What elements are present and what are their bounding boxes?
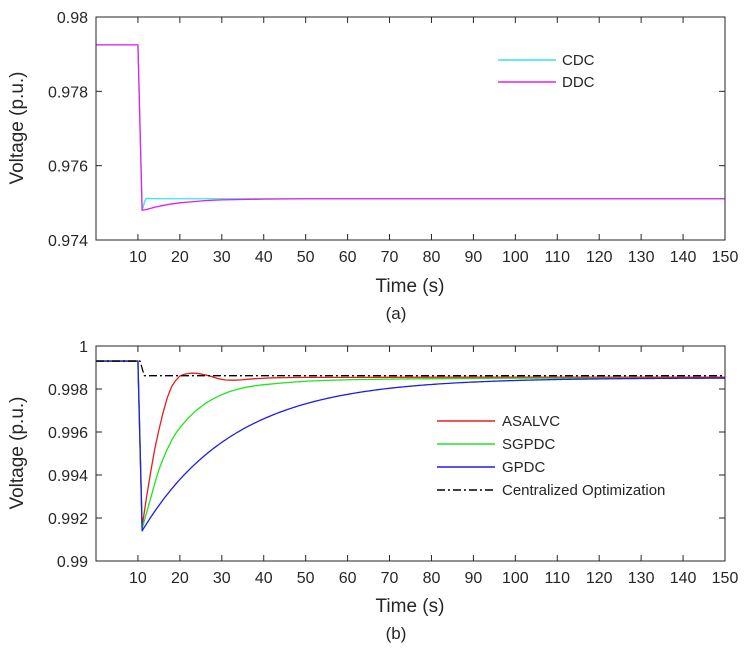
y-tick-label: 0.994 [48,468,88,485]
x-tick-label: 130 [628,570,655,587]
chart-b-caption: (b) [386,624,407,643]
x-tick-label: 50 [297,570,315,587]
plot-frame-a [95,16,726,241]
chart-b-legend: ASALVC SGPDC GPDC Centralized Optimizati… [437,413,665,499]
chart-a-caption: (a) [386,304,407,323]
chart-b-series [96,360,725,532]
chart-b-y-axis: 0.99 0.992 0.994 0.996 0.998 1 [48,339,725,571]
series-line-centralized-optimization [96,360,725,377]
x-tick-label: 100 [502,249,529,266]
x-tick-label: 140 [670,570,697,587]
x-tick-label: 80 [423,249,441,266]
x-tick-label: 40 [255,249,273,266]
legend-label-cdc: CDC [562,52,595,69]
x-tick-label: 60 [339,249,357,266]
plot-frame-b [95,345,726,562]
chart-a-y-axis-label: Voltage (p.u.) [7,71,28,184]
chart-a: 10 20 30 40 50 60 70 80 90 100 110 120 130 140 150 0.9… [7,10,738,323]
x-tick-label: 10 [129,570,147,587]
x-tick-label: 150 [712,570,739,587]
x-tick-label: 120 [586,570,613,587]
y-tick-label: 0.974 [48,233,88,250]
chart-b-x-axis-label: Time (s) [376,596,445,617]
x-tick-label: 80 [423,570,441,587]
y-tick-label: 0.98 [57,10,88,27]
series-line-gpdc [96,360,725,532]
legend-label-ddc: DDC [562,74,595,91]
y-tick-label: 0.976 [48,159,88,176]
x-tick-label: 110 [545,249,571,266]
chart-b: 10 20 30 40 50 60 70 80 90 100 110 120 130 140 150 0.9… [7,339,738,643]
y-tick-label: 1 [79,339,88,356]
chart-a-y-axis: 0.974 0.976 0.978 0.98 [48,10,725,250]
y-tick-label: 0.978 [48,84,88,101]
x-tick-label: 30 [213,570,231,587]
x-tick-label: 60 [339,570,357,587]
x-tick-label: 20 [171,570,189,587]
chart-a-x-axis: 10 20 30 40 50 60 70 80 90 100 110 120 130 140 150 [129,17,738,266]
x-tick-label: 70 [381,570,399,587]
chart-a-series [96,44,725,211]
x-tick-label: 40 [255,570,273,587]
plot-area-a [96,17,725,240]
x-tick-label: 20 [171,249,189,266]
series-line-ddc [96,44,725,211]
x-tick-label: 90 [465,249,483,266]
chart-b-y-axis-label: Voltage (p.u.) [7,396,28,509]
x-tick-label: 90 [465,570,483,587]
x-tick-label: 30 [213,249,231,266]
x-tick-label: 10 [129,249,147,266]
y-tick-label: 0.99 [57,554,88,571]
x-tick-label: 100 [502,570,529,587]
chart-a-x-axis-label: Time (s) [376,276,445,297]
chart-a-legend: CDC DDC [498,52,595,91]
x-tick-label: 140 [670,249,697,266]
y-tick-label: 0.998 [48,382,88,399]
x-tick-label: 70 [381,249,399,266]
x-tick-label: 120 [586,249,613,266]
plot-area-b [96,346,725,561]
legend-label-gpdc: GPDC [502,459,546,476]
x-tick-label: 110 [545,570,571,587]
legend-label-centralized-optimization: Centralized Optimization [502,482,665,499]
y-tick-label: 0.992 [48,511,88,528]
x-tick-label: 50 [297,249,315,266]
x-tick-label: 130 [628,249,655,266]
x-tick-label: 150 [712,249,739,266]
chart-b-x-axis: 10 20 30 40 50 60 70 80 90 100 110 120 130 140 150 [129,346,738,587]
series-line-sgpdc [96,360,725,530]
series-line-asalvc [96,360,725,528]
y-tick-label: 0.996 [48,425,88,442]
legend-label-asalvc: ASALVC [502,413,560,430]
legend-label-sgpdc: SGPDC [502,436,556,453]
